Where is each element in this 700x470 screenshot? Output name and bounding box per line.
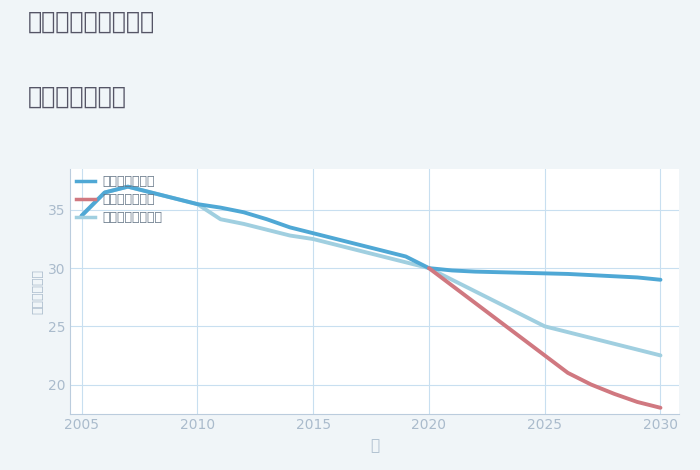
Text: 土地の価格推移: 土地の価格推移	[28, 85, 127, 109]
X-axis label: 年: 年	[370, 438, 379, 453]
Legend: グッドシナリオ, バッドシナリオ, ノーマルシナリオ: グッドシナリオ, バッドシナリオ, ノーマルシナリオ	[76, 175, 162, 225]
Y-axis label: 単価（万円）: 単価（万円）	[32, 269, 45, 314]
Text: 兵庫県姫路市玉手の: 兵庫県姫路市玉手の	[28, 9, 155, 33]
